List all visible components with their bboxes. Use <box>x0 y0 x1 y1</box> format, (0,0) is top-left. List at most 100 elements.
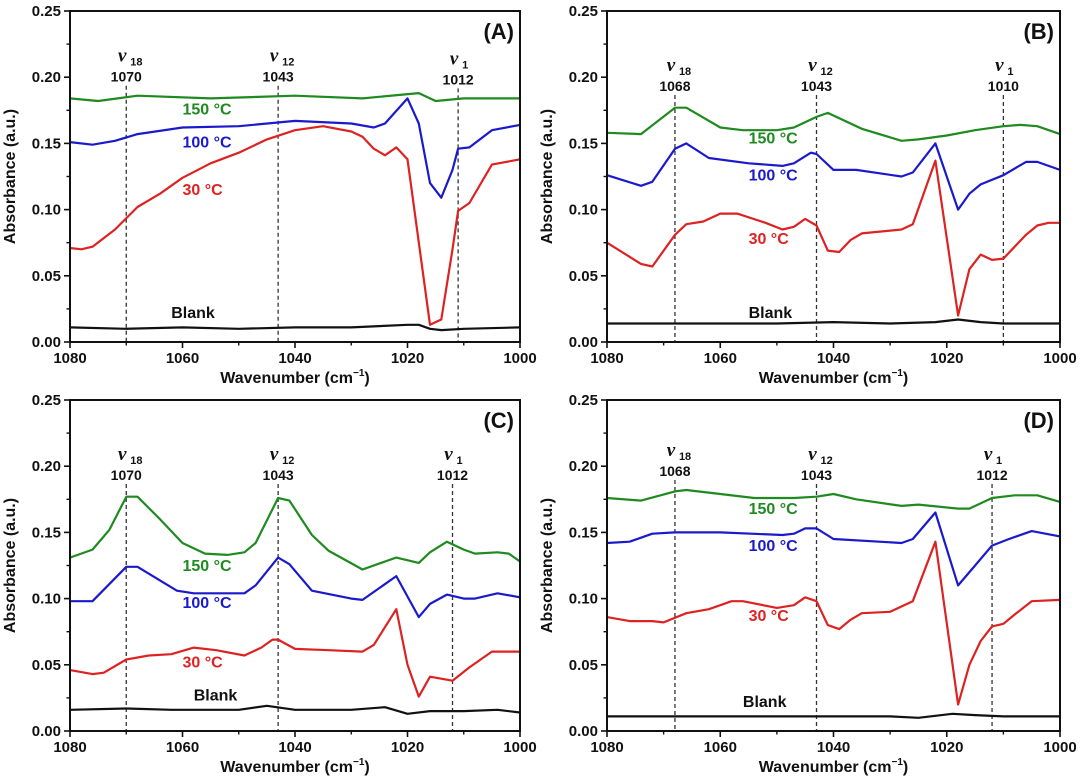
x-tick-label: 1040 <box>817 739 850 756</box>
x-tick-label: 1040 <box>817 350 850 367</box>
annotation-nu-symbol: v <box>118 46 127 67</box>
series-label: 100 °C <box>749 538 799 555</box>
series-label: 30 °C <box>749 608 790 625</box>
y-tick-label: 0.20 <box>32 458 61 475</box>
x-tick-label: 1080 <box>590 350 623 367</box>
series-label: 150 °C <box>183 101 233 118</box>
series-line-30c <box>69 608 520 698</box>
annotation-subscript: 18 <box>130 57 142 69</box>
x-axis-title-end: ) <box>364 759 369 776</box>
series-label: 100 °C <box>183 595 233 612</box>
y-tick-label: 0.10 <box>32 202 61 219</box>
panel-b: 1080 1060 1040 1020 1000 0.00 0.05 0.10 0.15 0.20… <box>539 3 1077 387</box>
annotation-nu-symbol: v <box>444 444 453 465</box>
annotation-wavenumber: 1010 <box>988 78 1019 94</box>
series-line-100c <box>69 97 521 199</box>
x-tick-label: 1000 <box>1043 739 1076 756</box>
y-tick-label: 0.25 <box>569 3 598 20</box>
x-tick-label: 1060 <box>704 350 737 367</box>
y-tick-label: 0.10 <box>569 202 598 219</box>
annotation-wavenumber: 1043 <box>263 467 294 483</box>
series-label: 30 °C <box>183 654 224 671</box>
plot-frame <box>606 10 1061 343</box>
y-tick-label: 0.05 <box>32 657 61 674</box>
y-tick-label: 0.05 <box>32 268 61 285</box>
y-tick-label: 0.05 <box>569 657 598 674</box>
x-axis-title: Wavenumber (cm−1) <box>759 757 909 776</box>
annotation-wavenumber: 1012 <box>437 467 468 483</box>
annotation-subscript: 1 <box>457 455 463 467</box>
annotation-subscript: 12 <box>282 455 294 467</box>
y-tick-label: 0.15 <box>32 135 61 152</box>
x-tick-label: 1020 <box>930 350 963 367</box>
x-tick-label: 1040 <box>278 350 311 367</box>
x-axis-title-main: Wavenumber (cm <box>759 759 892 776</box>
y-tick-label: 0.25 <box>32 392 61 409</box>
y-axis-title: Absorbance (a.u.) <box>2 109 19 244</box>
x-axis-title-superscript: −1 <box>892 757 904 768</box>
panel-a: 1080 1060 1040 1020 1000 0.00 0.05 0.10 0.15 0.20… <box>2 3 537 387</box>
series-line-blank <box>607 712 1060 719</box>
x-tick-label: 1040 <box>278 739 311 756</box>
series-line-blank <box>69 704 521 715</box>
y-tick-label: 0.15 <box>569 524 598 541</box>
y-axis-title: Absorbance (a.u.) <box>2 498 19 633</box>
series-line-blank <box>607 318 1060 325</box>
x-axis-title-end: ) <box>903 370 908 387</box>
series-label: 30 °C <box>749 231 790 248</box>
series-line-100c <box>70 556 521 619</box>
x-tick-label: 1000 <box>1043 350 1076 367</box>
annotation-nu-symbol: v <box>808 444 817 465</box>
x-axis-title-superscript: −1 <box>353 757 365 768</box>
y-tick-label: 0.25 <box>32 3 61 20</box>
series-label: 30 °C <box>183 182 224 199</box>
series-line-150c <box>69 91 520 103</box>
x-axis-title-superscript: −1 <box>353 368 365 379</box>
x-tick-label: 1060 <box>704 739 737 756</box>
annotation-wavenumber: 1043 <box>801 467 832 483</box>
annotation-subscript: 1 <box>996 455 1002 467</box>
annotation-nu-symbol: v <box>995 55 1004 76</box>
y-tick-label: 0.15 <box>569 135 598 152</box>
x-axis-title: Wavenumber (cm−1) <box>759 368 909 387</box>
y-tick-label: 0.00 <box>569 334 598 351</box>
annotation-wavenumber: 1012 <box>443 71 474 87</box>
x-tick-label: 1020 <box>930 739 963 756</box>
annotation-subscript: 12 <box>821 455 833 467</box>
annotation-subscript: 18 <box>679 451 691 463</box>
annotation-subscript: 18 <box>679 66 691 78</box>
annotation-nu-symbol: v <box>118 444 127 465</box>
y-axis-title: Absorbance (a.u.) <box>539 109 556 244</box>
x-axis-title: Wavenumber (cm−1) <box>220 368 370 387</box>
series-label: 150 °C <box>749 501 799 518</box>
y-tick-label: 0.00 <box>32 723 61 740</box>
annotation-wavenumber: 1068 <box>659 463 690 479</box>
y-axis-title: Absorbance (a.u.) <box>539 498 556 633</box>
series-label: 150 °C <box>749 130 799 147</box>
series-line-150c <box>606 106 1061 142</box>
x-tick-label: 1020 <box>391 350 424 367</box>
series-line-blank <box>69 323 521 332</box>
y-tick-label: 0.00 <box>569 723 598 740</box>
y-tick-label: 0.25 <box>569 392 598 409</box>
x-axis-title-main: Wavenumber (cm <box>759 370 892 387</box>
annotation-wavenumber: 1043 <box>263 69 294 85</box>
series-line-30c <box>69 125 521 326</box>
series-label: 150 °C <box>183 558 233 575</box>
x-tick-label: 1080 <box>53 350 86 367</box>
annotation-subscript: 12 <box>821 66 833 78</box>
annotation-subscript: 1 <box>462 59 468 71</box>
y-tick-label: 0.10 <box>32 591 61 608</box>
series-label: Blank <box>749 305 793 322</box>
x-tick-label: 1000 <box>503 739 536 756</box>
x-tick-label: 1080 <box>590 739 623 756</box>
annotation-nu-symbol: v <box>667 440 676 461</box>
x-tick-label: 1060 <box>166 739 199 756</box>
panel-label: (C) <box>483 408 514 433</box>
annotation-wavenumber: 1070 <box>111 467 142 483</box>
annotation-nu-symbol: v <box>270 46 279 67</box>
annotation-wavenumber: 1043 <box>801 78 832 94</box>
series-line-150c <box>69 495 521 571</box>
series-label: Blank <box>194 688 238 705</box>
